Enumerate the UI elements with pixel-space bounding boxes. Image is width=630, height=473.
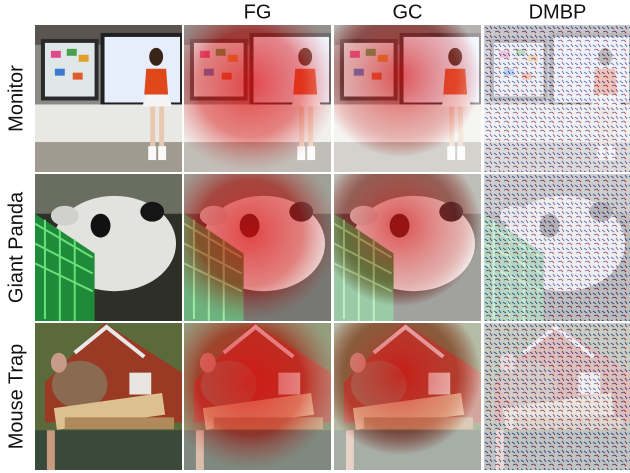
fg-heatmap (184, 323, 331, 470)
image-cell (334, 323, 481, 470)
figure: FG GC DMBP Monitor Giant Panda Mouse Trap (0, 0, 630, 473)
image-cell (184, 323, 331, 470)
dmbp-map (484, 174, 630, 321)
dmbp-map (484, 25, 630, 172)
photo (35, 323, 182, 470)
gc-heatmap (334, 25, 481, 172)
row-label: Giant Panda (5, 191, 27, 303)
image-cell (484, 174, 630, 321)
gc-heatmap (334, 174, 481, 321)
dmbp-map (484, 323, 630, 470)
image-cell (334, 25, 481, 172)
image-cell (334, 174, 481, 321)
column-header: FG (244, 1, 272, 23)
row-label: Mouse Trap (5, 344, 27, 450)
row-label: Monitor (5, 65, 27, 132)
image-cell (35, 174, 182, 321)
column-header: GC (393, 1, 423, 23)
column-header: DMBP (529, 1, 587, 23)
fg-heatmap (184, 25, 331, 172)
image-cell (484, 323, 630, 470)
image-cell (184, 174, 331, 321)
image-cell (184, 25, 331, 172)
image-cell (484, 25, 630, 172)
image-cell (35, 25, 182, 172)
gc-heatmap (334, 323, 481, 470)
photo (35, 174, 182, 321)
fg-heatmap (184, 174, 331, 321)
photo (35, 25, 182, 172)
image-cell (35, 323, 182, 470)
